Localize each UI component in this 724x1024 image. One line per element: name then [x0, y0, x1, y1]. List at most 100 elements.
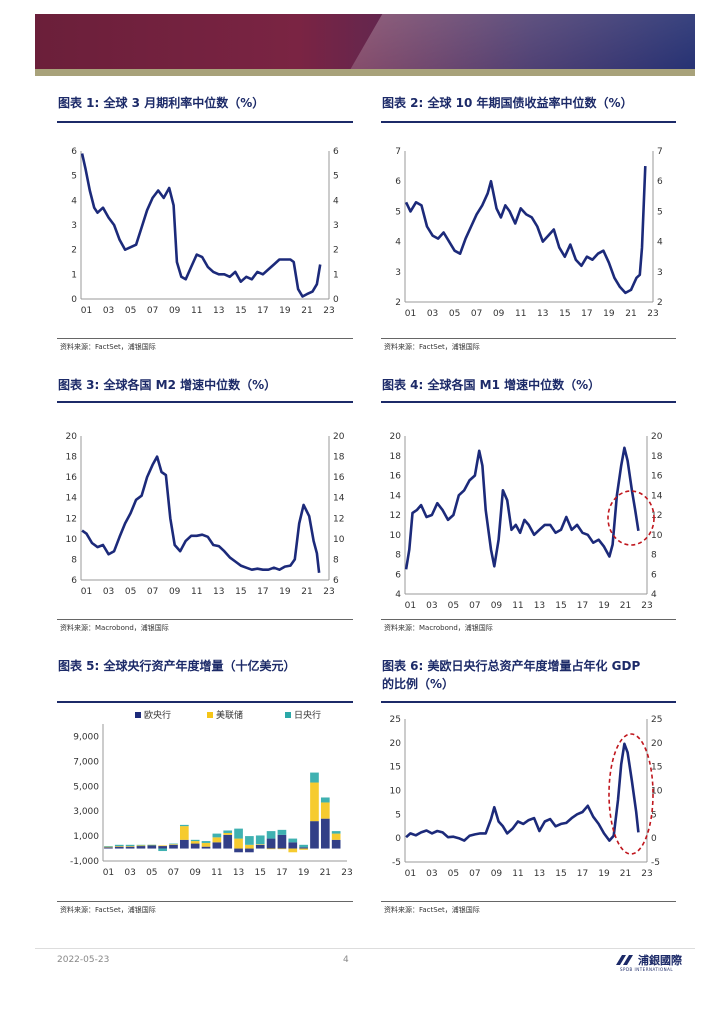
bar-segment	[201, 841, 211, 843]
bar-segment	[125, 844, 135, 847]
legend-swatch	[207, 712, 213, 718]
bar-segment	[190, 841, 200, 844]
y-tick-label-right: 8	[651, 551, 657, 561]
y-tick-label-left: 15	[390, 763, 401, 773]
y-tick-label-left: 5	[395, 207, 401, 217]
x-tick-label: 05	[146, 868, 157, 878]
bar-segment	[158, 845, 167, 847]
y-tick-label-left: 6	[71, 576, 77, 586]
chart-5: -1,000 1,000 3,000 5,000 7,000 9,000 01 03 05 07 0…	[70, 709, 353, 878]
y-tick-label-left: 2	[395, 298, 401, 308]
y-tick-label-right: 6	[333, 147, 339, 157]
y-tick-label-right: 10	[651, 787, 663, 797]
highlight-circle	[607, 490, 655, 546]
x-tick-label: 05	[125, 306, 136, 316]
y-tick-label-left: 14	[390, 491, 402, 501]
y-tick-label-left: 10	[390, 531, 402, 541]
y-tick-label-right: 4	[333, 196, 339, 206]
figure-4-bottom-rule	[381, 619, 676, 620]
x-tick-label: 21	[301, 306, 312, 316]
banner-highlight	[347, 14, 695, 74]
bar-segment	[288, 848, 298, 853]
bar-segment	[125, 846, 135, 849]
bar-segment	[104, 847, 113, 849]
x-tick-label: 05	[448, 601, 459, 611]
y-tick-label-left: 20	[390, 739, 402, 749]
axes: 4 6 8 10 12 14 16 18 20 4 6 8 10 12 14 16 18 20 01 03 05 07 09…	[390, 432, 663, 611]
figure-1-source: 资料来源：FactSet，浦银国际	[60, 343, 156, 351]
bar-segment	[331, 839, 341, 849]
bar-segment	[277, 829, 287, 835]
x-tick-label: 01	[81, 587, 92, 597]
bar-segment	[114, 844, 124, 847]
y-tick-label-left: 5	[395, 810, 401, 820]
y-tick-label-left: 1	[71, 270, 77, 280]
x-tick-label: 17	[577, 601, 588, 611]
x-tick-label: 19	[598, 869, 610, 879]
x-tick-label: 09	[169, 306, 181, 316]
y-tick-label-left: 5	[71, 172, 77, 182]
figure-5-title: 图表 5: 全球央行资产年度增量（十亿美元）	[58, 659, 296, 673]
y-tick-label-left: 5,000	[73, 782, 99, 792]
y-tick-label-left: 25	[390, 715, 401, 725]
y-tick-label-left: 18	[66, 453, 78, 463]
y-tick-label-left: 3	[395, 268, 401, 278]
bar-segment	[245, 836, 254, 845]
x-tick-label: 05	[448, 869, 459, 879]
x-tick-label: 03	[427, 309, 438, 319]
bar-segment	[179, 826, 189, 840]
bar-segment	[158, 848, 167, 852]
y-tick-label-right: 6	[657, 177, 663, 187]
bar-segment	[245, 848, 254, 853]
bar-segment	[114, 846, 124, 847]
y-tick-label-left: 12	[390, 511, 401, 521]
x-tick-label: 15	[555, 601, 566, 611]
chart-4: 4 6 8 10 12 14 16 18 20 4 6 8 10 12 14 16 18 20 01 03 05 07 09…	[390, 432, 663, 611]
y-tick-label-right: 6	[651, 570, 657, 580]
figure-3-bottom-rule	[57, 619, 353, 620]
x-tick-label: 01	[103, 868, 114, 878]
series-line	[404, 166, 647, 295]
series-line	[404, 446, 640, 570]
x-tick-label: 17	[276, 868, 287, 878]
x-tick-label: 01	[405, 869, 416, 879]
figure-2-source: 资料来源：FactSet，浦银国际	[384, 343, 480, 351]
bar-segment	[223, 830, 233, 833]
x-tick-label: 23	[323, 587, 334, 597]
x-tick-label: 03	[103, 306, 114, 316]
bar-segment	[169, 843, 178, 845]
x-tick-label: 23	[641, 869, 652, 879]
y-tick-label-right: 16	[333, 473, 345, 483]
y-tick-label-right: 18	[333, 453, 345, 463]
x-tick-label: 05	[125, 587, 136, 597]
x-tick-label: 13	[534, 869, 545, 879]
banner-stripe	[35, 69, 695, 76]
figure-5-rule	[57, 701, 353, 703]
figure-2-rule	[381, 121, 676, 123]
bar-segment	[288, 838, 298, 843]
y-tick-label-right: 8	[333, 555, 339, 565]
y-tick-label-right: 12	[651, 511, 662, 521]
y-tick-label-left: 2	[71, 246, 77, 256]
y-tick-label-right: 7	[657, 147, 663, 157]
figure-4-title: 图表 4: 全球各国 M1 增速中位数（%）	[382, 378, 601, 392]
page-number: 4	[343, 955, 349, 965]
y-tick-label-left: 18	[390, 452, 402, 462]
y-tick-label-left: 16	[390, 472, 402, 482]
y-tick-label-left: 7	[395, 147, 401, 157]
figure-6-bottom-rule	[381, 901, 676, 902]
y-tick-label-right: 20	[333, 432, 345, 442]
x-tick-label: 11	[191, 587, 202, 597]
y-tick-label-right: 4	[657, 238, 663, 248]
x-tick-label: 07	[469, 869, 480, 879]
logo-subtext: SPDB INTERNATIONAL	[620, 967, 674, 972]
bar-segment	[255, 844, 265, 849]
bar-segment	[104, 846, 113, 848]
series-line	[80, 153, 322, 298]
x-tick-label: 05	[449, 309, 460, 319]
bar-segment	[223, 832, 233, 835]
